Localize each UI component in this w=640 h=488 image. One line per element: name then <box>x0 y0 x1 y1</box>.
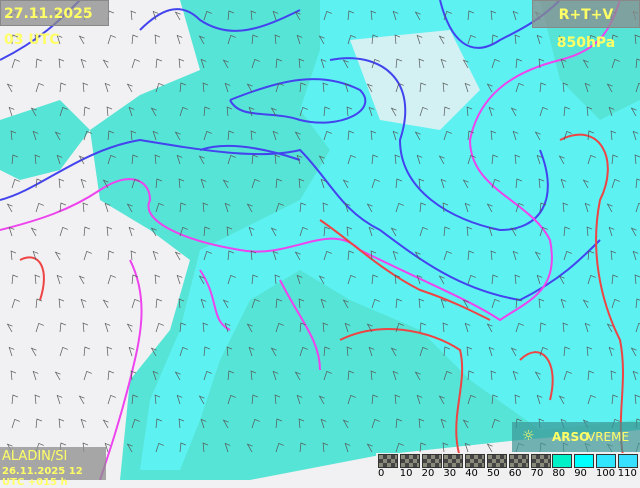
legend-label: 50 <box>487 468 500 479</box>
brand-name-light: VREME <box>587 430 629 444</box>
product-label: R+T+V 850hPa <box>532 0 640 28</box>
legend-swatch <box>509 454 529 468</box>
legend-swatch <box>531 454 551 468</box>
legend-label: 60 <box>509 468 522 479</box>
legend-swatch <box>465 454 485 468</box>
legend-label: 90 <box>574 468 587 479</box>
brand-logo: ☼ ARSO VREME <box>512 422 640 452</box>
model-info: ALADIN/SI 26.11.2025 12 UTC +015 h <box>0 447 106 480</box>
sun-cloud-icon: ☼ <box>522 428 535 444</box>
legend-swatch <box>552 454 572 468</box>
run-time: 26.11.2025 12 UTC +015 h <box>2 466 106 488</box>
legend-label: 100 <box>596 468 615 479</box>
legend-label: 70 <box>531 468 544 479</box>
model-name: ALADIN/SI <box>2 449 67 464</box>
legend-label: 110 <box>618 468 637 479</box>
legend-swatch <box>574 454 594 468</box>
legend-label: 10 <box>400 468 413 479</box>
legend-swatch <box>487 454 507 468</box>
legend-label: 0 <box>378 468 384 479</box>
legend-label: 30 <box>443 468 456 479</box>
legend-label: 80 <box>552 468 565 479</box>
legend-swatch <box>378 454 398 468</box>
legend-swatch <box>400 454 420 468</box>
legend-label: 20 <box>422 468 435 479</box>
valid-time-label: 27.11.2025 03 UTC <box>0 0 109 26</box>
legend-swatch <box>618 454 638 468</box>
legend-label: 40 <box>465 468 478 479</box>
legend-swatch <box>443 454 463 468</box>
brand-name-bold: ARSO <box>552 430 589 444</box>
legend-swatch <box>596 454 616 468</box>
legend-swatch <box>422 454 442 468</box>
